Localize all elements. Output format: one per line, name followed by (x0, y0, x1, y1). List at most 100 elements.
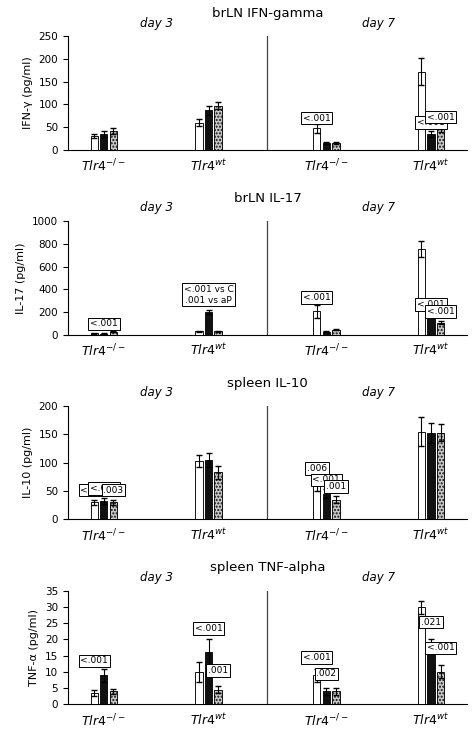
Text: .021: .021 (421, 618, 441, 626)
Title: brLN IL-17: brLN IL-17 (234, 192, 301, 205)
Bar (418, 71, 425, 150)
Bar (195, 123, 202, 150)
Bar (91, 333, 98, 335)
Y-axis label: IL-17 (pg/ml): IL-17 (pg/ml) (17, 243, 27, 314)
Y-axis label: IFN-γ (pg/ml): IFN-γ (pg/ml) (23, 57, 33, 129)
Bar (323, 143, 330, 150)
Text: <.001: <.001 (195, 624, 222, 633)
Title: brLN IFN-gamma: brLN IFN-gamma (212, 7, 323, 20)
Bar (323, 691, 330, 705)
Text: day 3: day 3 (140, 571, 173, 584)
Bar (332, 691, 339, 705)
Bar (110, 131, 117, 150)
Text: <.001: <.001 (90, 319, 118, 328)
Text: <.001: <.001 (81, 486, 108, 495)
Bar (100, 334, 108, 335)
Bar (100, 675, 108, 705)
Bar (91, 693, 98, 705)
Text: .003: .003 (103, 486, 124, 495)
Bar (195, 672, 202, 705)
Text: $\mathbf{\mathit{Tlr4^{-/-}}}$: $\mathbf{\mathit{Tlr4^{-/-}}}$ (82, 342, 126, 359)
Text: day 7: day 7 (362, 202, 395, 214)
Text: .001: .001 (326, 482, 346, 491)
Bar (215, 690, 222, 705)
Bar (313, 675, 320, 705)
Y-axis label: TNF-α (pg/ml): TNF-α (pg/ml) (29, 609, 39, 686)
Text: <.001: <.001 (312, 475, 340, 484)
Bar (91, 136, 98, 150)
Text: $\mathbf{\mathit{Tlr4^{wt}}}$: $\mathbf{\mathit{Tlr4^{wt}}}$ (190, 158, 227, 173)
Text: .006: .006 (307, 464, 327, 473)
Text: <.001: <.001 (427, 644, 455, 652)
Text: <.001: <.001 (417, 300, 445, 309)
Text: $\mathbf{\mathit{Tlr4^{-/-}}}$: $\mathbf{\mathit{Tlr4^{-/-}}}$ (304, 527, 349, 544)
Bar (437, 672, 444, 705)
Bar (428, 316, 435, 335)
Bar (332, 330, 339, 335)
Bar (437, 129, 444, 150)
Text: day 3: day 3 (140, 386, 173, 400)
Bar (100, 501, 108, 519)
Text: <.001: <.001 (417, 118, 445, 127)
Bar (418, 607, 425, 705)
Text: $\mathbf{\mathit{Tlr4^{-/-}}}$: $\mathbf{\mathit{Tlr4^{-/-}}}$ (304, 158, 349, 174)
Bar (323, 332, 330, 335)
Bar (418, 432, 425, 519)
Bar (418, 249, 425, 335)
Text: day 7: day 7 (362, 386, 395, 400)
Text: .002: .002 (316, 670, 337, 679)
Text: $\mathbf{\mathit{Tlr4^{wt}}}$: $\mathbf{\mathit{Tlr4^{wt}}}$ (412, 158, 450, 173)
Text: $\mathbf{\mathit{Tlr4^{wt}}}$: $\mathbf{\mathit{Tlr4^{wt}}}$ (412, 527, 450, 543)
Bar (205, 312, 212, 335)
Bar (215, 472, 222, 519)
Text: $\mathbf{\mathit{Tlr4^{wt}}}$: $\mathbf{\mathit{Tlr4^{wt}}}$ (190, 712, 227, 728)
Bar (205, 652, 212, 705)
Text: <.001: <.001 (303, 114, 331, 123)
Bar (110, 332, 117, 335)
Bar (195, 331, 202, 335)
Bar (110, 502, 117, 519)
Bar (313, 484, 320, 519)
Text: day 3: day 3 (140, 16, 173, 30)
Text: $\mathbf{\mathit{Tlr4^{wt}}}$: $\mathbf{\mathit{Tlr4^{wt}}}$ (190, 527, 227, 543)
Text: <.001: <.001 (303, 653, 331, 662)
Bar (100, 134, 108, 150)
Text: day 7: day 7 (362, 16, 395, 30)
Bar (332, 500, 339, 519)
Text: $\mathbf{\mathit{Tlr4^{wt}}}$: $\mathbf{\mathit{Tlr4^{wt}}}$ (412, 342, 450, 358)
Text: day 7: day 7 (362, 571, 395, 584)
Text: $\mathbf{\mathit{Tlr4^{-/-}}}$: $\mathbf{\mathit{Tlr4^{-/-}}}$ (82, 158, 126, 174)
Text: <.001: <.001 (427, 112, 455, 122)
Bar (205, 110, 212, 150)
Text: day 3: day 3 (140, 202, 173, 214)
Bar (91, 502, 98, 519)
Bar (313, 312, 320, 335)
Bar (195, 461, 202, 519)
Y-axis label: IL-10 (pg/ml): IL-10 (pg/ml) (23, 427, 33, 498)
Bar (428, 646, 435, 705)
Text: $\mathbf{\mathit{Tlr4^{-/-}}}$: $\mathbf{\mathit{Tlr4^{-/-}}}$ (304, 712, 349, 729)
Bar (215, 331, 222, 335)
Title: spleen TNF-alpha: spleen TNF-alpha (210, 562, 325, 574)
Bar (323, 494, 330, 519)
Bar (437, 433, 444, 519)
Text: $\mathbf{\mathit{Tlr4^{-/-}}}$: $\mathbf{\mathit{Tlr4^{-/-}}}$ (304, 342, 349, 359)
Text: $\mathbf{\mathit{Tlr4^{wt}}}$: $\mathbf{\mathit{Tlr4^{wt}}}$ (190, 342, 227, 358)
Bar (110, 691, 117, 705)
Text: $\mathbf{\mathit{Tlr4^{-/-}}}$: $\mathbf{\mathit{Tlr4^{-/-}}}$ (82, 712, 126, 729)
Text: $\mathbf{\mathit{Tlr4^{-/-}}}$: $\mathbf{\mathit{Tlr4^{-/-}}}$ (82, 527, 126, 544)
Bar (215, 106, 222, 150)
Bar (313, 129, 320, 150)
Bar (428, 134, 435, 150)
Text: <.001: <.001 (303, 292, 331, 302)
Text: <.001: <.001 (427, 307, 455, 316)
Text: <.001 vs C
.001 vs aP: <.001 vs C .001 vs aP (183, 285, 233, 304)
Bar (428, 433, 435, 519)
Text: <.001: <.001 (90, 484, 118, 493)
Bar (332, 143, 339, 150)
Bar (205, 460, 212, 519)
Text: $\mathbf{\mathit{Tlr4^{wt}}}$: $\mathbf{\mathit{Tlr4^{wt}}}$ (412, 712, 450, 728)
Bar (437, 323, 444, 335)
Text: <.001: <.001 (81, 656, 108, 665)
Text: .001: .001 (208, 666, 228, 675)
